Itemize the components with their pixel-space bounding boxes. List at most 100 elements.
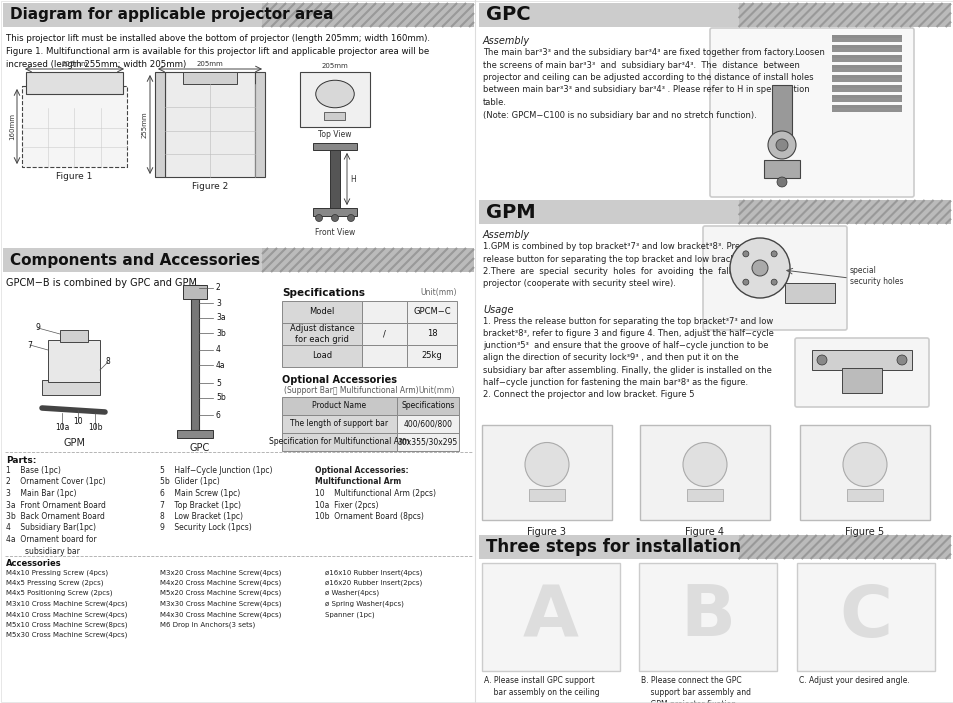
Circle shape [729, 238, 789, 298]
Bar [800, 425, 929, 520]
Bar [282, 345, 361, 367]
Bar [3, 248, 474, 272]
Bar [831, 45, 901, 48]
Text: Figure 1: Figure 1 [56, 172, 92, 181]
Text: Top View: Top View [318, 130, 352, 139]
Text: 5: 5 [215, 378, 221, 387]
Bar [831, 95, 901, 98]
Bar [478, 3, 950, 27]
Bar [324, 112, 345, 120]
Text: 3    Main Bar (1pc): 3 Main Bar (1pc) [6, 489, 76, 498]
Bar [154, 72, 165, 177]
Text: 4a  Ornament board for: 4a Ornament board for [6, 535, 96, 544]
Text: Figure 3: Figure 3 [527, 527, 566, 537]
Bar [639, 563, 776, 671]
Text: M4x5 Pressing Screw (2pcs): M4x5 Pressing Screw (2pcs) [6, 579, 103, 586]
Text: Front View: Front View [314, 228, 355, 237]
Text: 10a  Fixer (2pcs): 10a Fixer (2pcs) [314, 501, 378, 510]
Text: special
security holes: special security holes [849, 266, 902, 285]
Bar [831, 95, 901, 102]
Text: ø16x20 Rubber Insert(2pcs): ø16x20 Rubber Insert(2pcs) [325, 579, 422, 586]
Text: 205mm: 205mm [61, 61, 88, 67]
Circle shape [896, 355, 906, 365]
Bar [831, 35, 901, 38]
Text: 6    Main Screw (1pc): 6 Main Screw (1pc) [160, 489, 240, 498]
Text: M4x20 Cross Machine Screw(4pcs): M4x20 Cross Machine Screw(4pcs) [160, 579, 281, 586]
Bar [191, 285, 199, 430]
Bar [738, 200, 950, 224]
Text: /: / [383, 330, 386, 339]
Text: 10    Multifunctional Arm (2pcs): 10 Multifunctional Arm (2pcs) [314, 489, 436, 498]
Bar [831, 55, 901, 58]
Text: M6 Drop In Anchors(3 sets): M6 Drop In Anchors(3 sets) [160, 621, 255, 628]
Circle shape [770, 279, 777, 285]
Bar [481, 563, 619, 671]
Bar [60, 330, 88, 342]
Bar [846, 489, 882, 501]
Bar [254, 72, 265, 177]
Text: 10a: 10a [54, 423, 70, 432]
Text: 9    Security Lock (1pcs): 9 Security Lock (1pcs) [160, 524, 252, 532]
Bar [48, 340, 100, 382]
Text: Parts:: Parts: [6, 456, 36, 465]
Text: 8: 8 [106, 358, 111, 366]
Text: This projector lift must be installed above the bottom of projector (length 205m: This projector lift must be installed ab… [6, 34, 430, 69]
Text: M3x20 Cross Machine Screw(4pcs): M3x20 Cross Machine Screw(4pcs) [160, 569, 281, 576]
Bar [831, 35, 901, 42]
Bar [831, 65, 901, 68]
Text: 2: 2 [215, 283, 220, 292]
Text: Figure 4: Figure 4 [685, 527, 723, 537]
Text: Multifunctional Arm: Multifunctional Arm [314, 477, 401, 486]
Text: Assembly: Assembly [482, 36, 530, 46]
Text: 2    Ornament Cover (1pc): 2 Ornament Cover (1pc) [6, 477, 106, 486]
FancyBboxPatch shape [709, 28, 913, 197]
Text: A: A [522, 583, 578, 652]
Circle shape [742, 251, 748, 257]
FancyBboxPatch shape [794, 338, 928, 407]
Text: 4: 4 [215, 345, 221, 354]
Bar [784, 283, 834, 303]
Circle shape [682, 442, 726, 486]
Text: 18: 18 [426, 330, 436, 339]
Bar [639, 425, 769, 520]
Text: 10b  Ornament Board (8pcs): 10b Ornament Board (8pcs) [314, 512, 423, 521]
Circle shape [770, 251, 777, 257]
Polygon shape [42, 380, 100, 395]
Text: Optional Accessories: Optional Accessories [282, 375, 396, 385]
Bar [26, 72, 123, 94]
Bar [831, 85, 901, 88]
Text: GPC: GPC [190, 443, 210, 453]
Text: 3b: 3b [215, 328, 226, 337]
Text: 5b: 5b [215, 394, 226, 403]
Text: GPCM−C: GPCM−C [413, 307, 451, 316]
Text: Accessories: Accessories [6, 559, 62, 568]
Text: The main bar³3³ and the subsidiary bar³4³ are fixed together from factory.Loosen: The main bar³3³ and the subsidiary bar³4… [482, 48, 824, 120]
Text: 3b  Back Ornament Board: 3b Back Ornament Board [6, 512, 105, 521]
Circle shape [751, 260, 767, 276]
Text: 7    Top Bracket (1pc): 7 Top Bracket (1pc) [160, 501, 241, 510]
Bar [361, 345, 407, 367]
Text: 255mm: 255mm [142, 111, 148, 138]
FancyBboxPatch shape [702, 226, 846, 330]
Circle shape [347, 214, 355, 221]
Text: Specification for Multifunctional Arm: Specification for Multifunctional Arm [269, 437, 410, 446]
Text: B: B [679, 583, 735, 652]
Text: 3a: 3a [215, 314, 226, 323]
Text: Unit(mm): Unit(mm) [418, 386, 455, 395]
Bar [407, 345, 456, 367]
Bar [262, 3, 474, 27]
Bar [796, 563, 934, 671]
Text: 205mm: 205mm [321, 63, 348, 69]
Bar [282, 323, 361, 345]
Circle shape [331, 214, 338, 221]
Text: Three steps for installation: Three steps for installation [485, 538, 740, 556]
Text: Figure 5: Figure 5 [844, 527, 883, 537]
Text: Model: Model [309, 307, 335, 316]
Text: 205mm: 205mm [196, 61, 223, 67]
Bar [407, 323, 456, 345]
Text: M4x5 Positioning Screw (2pcs): M4x5 Positioning Screw (2pcs) [6, 590, 112, 597]
Bar [831, 45, 901, 52]
Text: 30x355/30x295: 30x355/30x295 [397, 437, 457, 446]
Circle shape [524, 442, 568, 486]
Circle shape [742, 279, 748, 285]
